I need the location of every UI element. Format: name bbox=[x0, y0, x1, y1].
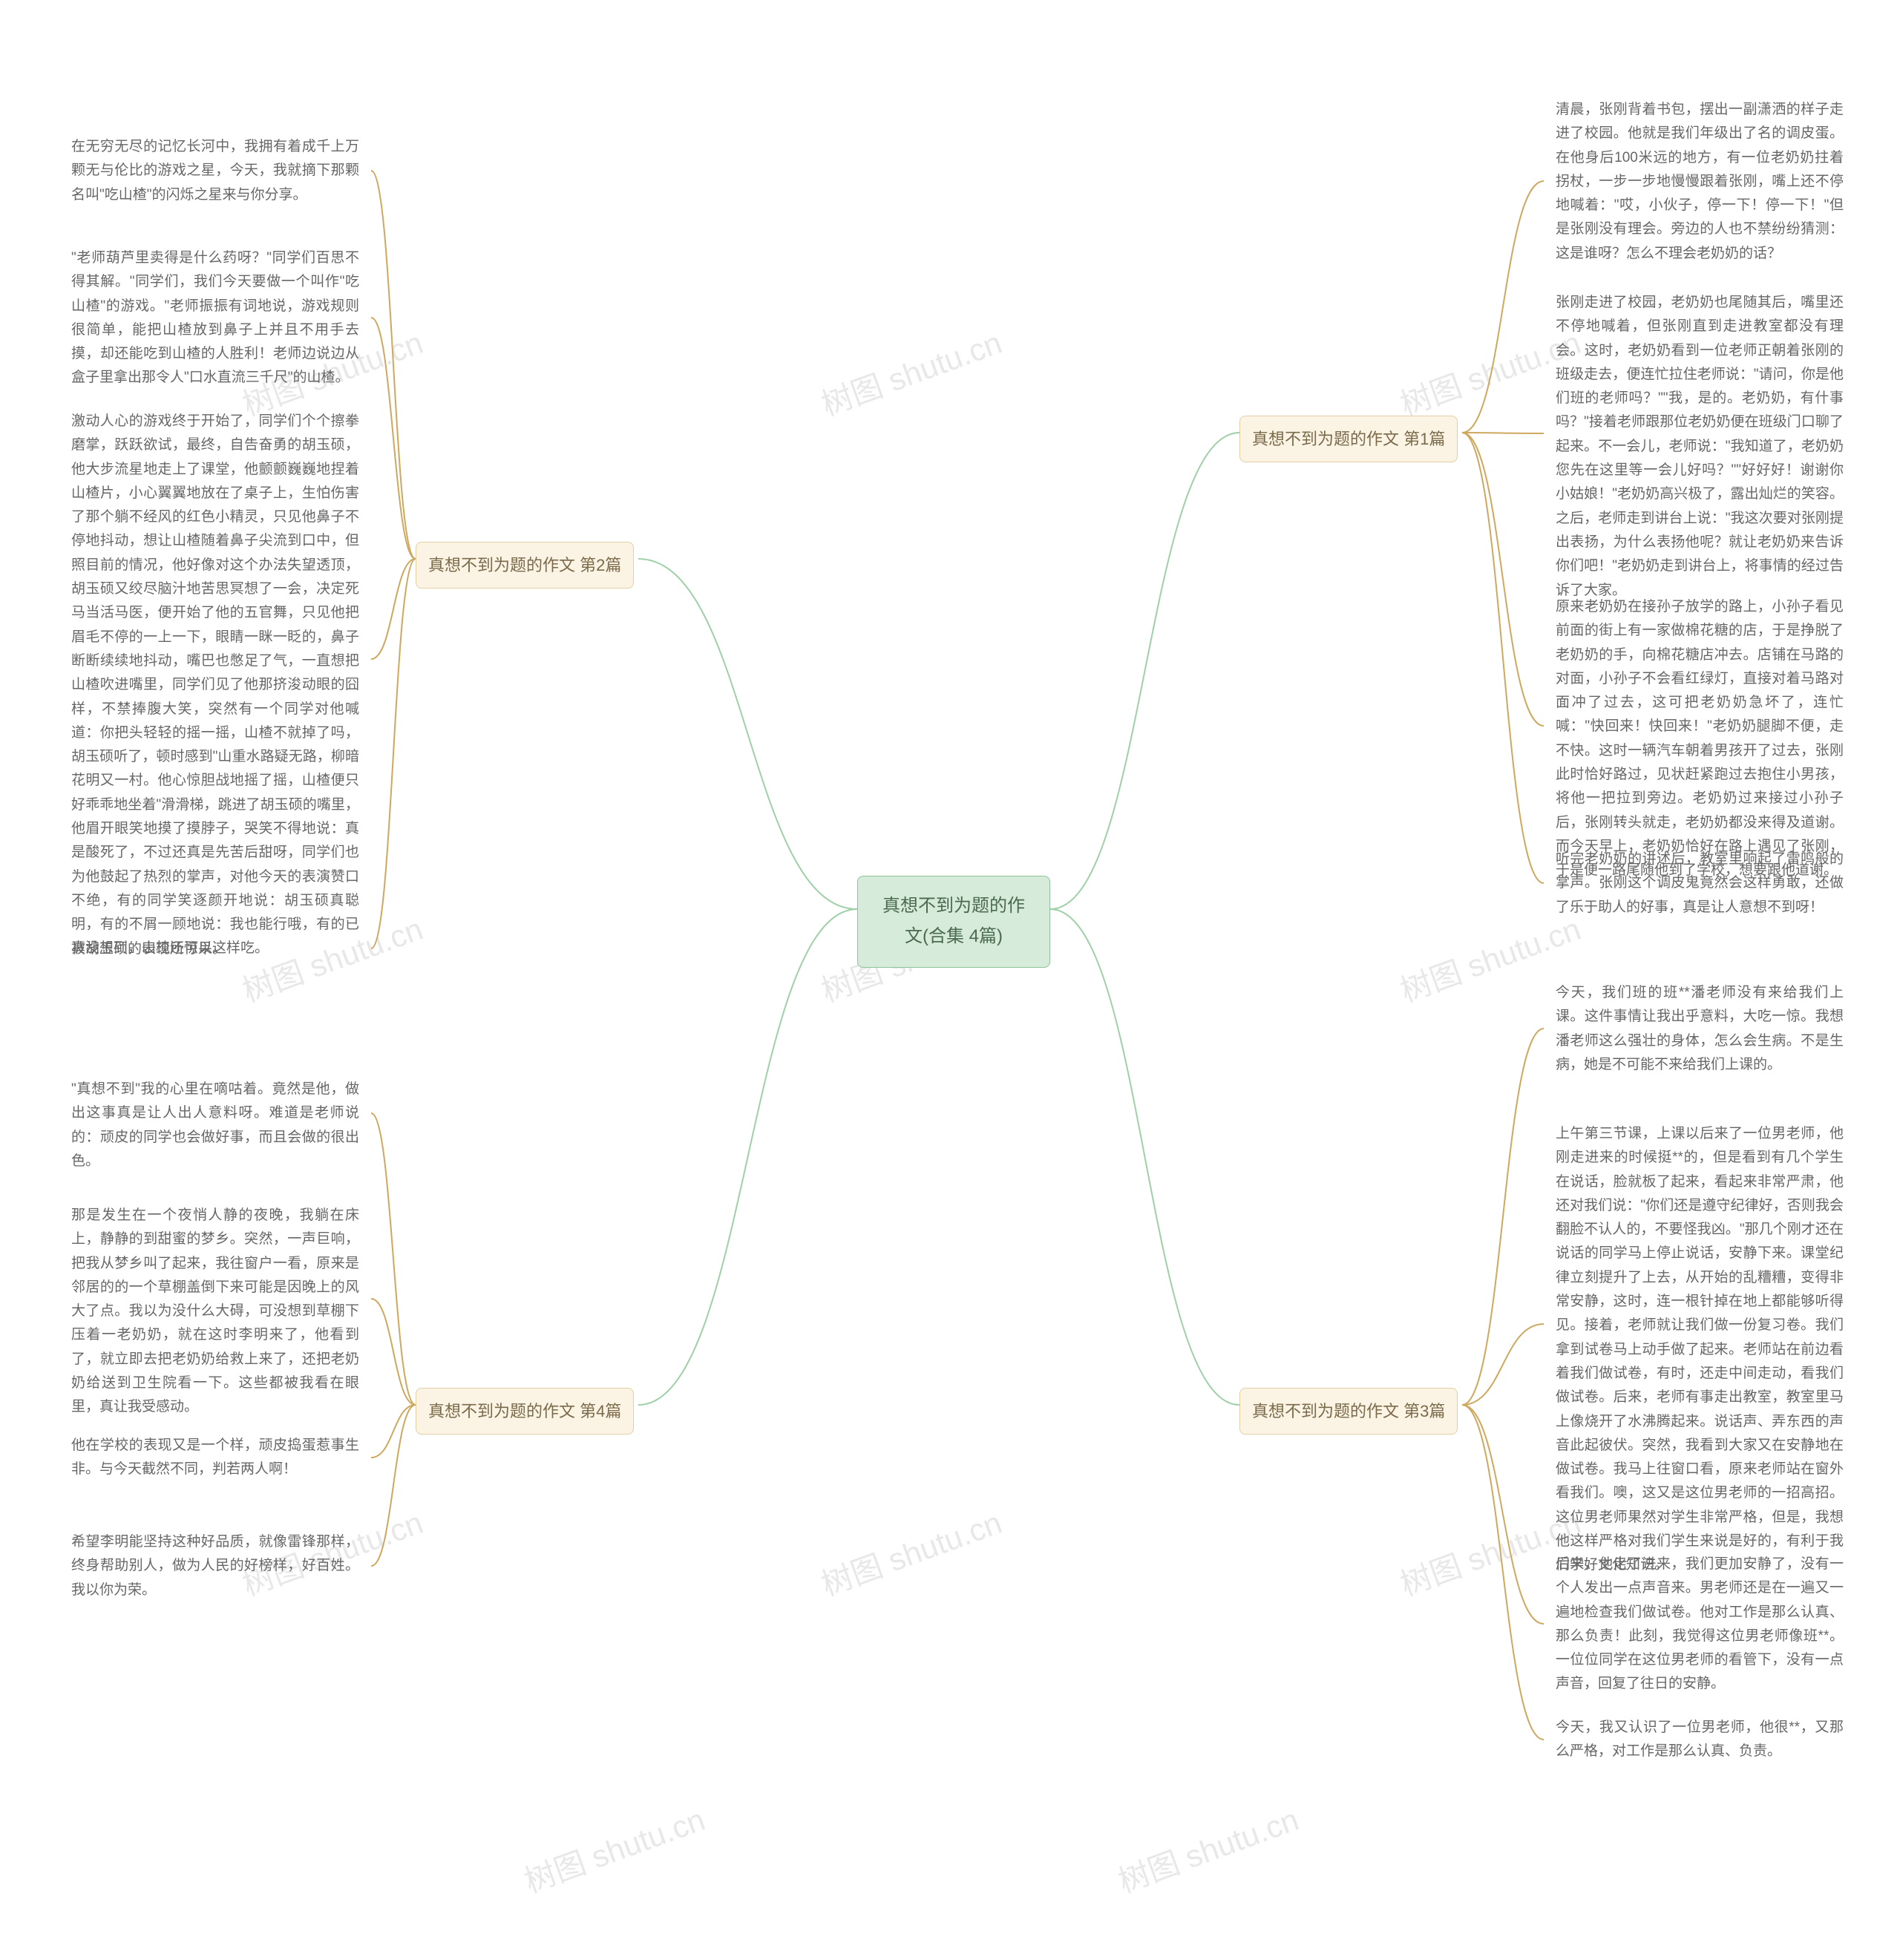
leaf-node: "老师葫芦里卖得是什么药呀？"同学们百思不得其解。"同学们，我们今天要做一个叫作… bbox=[59, 237, 371, 399]
leaf-node: 听完老奶奶的讲述后，教室里响起了雷鸣般的掌声。张刚这个调皮鬼竟然会这样勇敢，还做… bbox=[1544, 839, 1855, 928]
branch-node[interactable]: 真想不到为题的作文 第2篇 bbox=[416, 542, 634, 589]
mindmap-canvas: 真想不到为题的作文(合集 4篇) 真想不到为题的作文 第1篇 清晨，张刚背着书包，摆… bbox=[0, 0, 1900, 1960]
leaf-node: 他在学校的表现又是一个样，顽皮捣蛋惹事生非。与今天截然不同，判若两人啊！ bbox=[59, 1425, 371, 1491]
leaf-node: 在无穷无尽的记忆长河中，我拥有着成千上万颗无与伦比的游戏之星，今天，我就摘下那颗… bbox=[59, 126, 371, 216]
leaf-node: "真想不到"我的心里在嘀咕着。竟然是他，做出这事真是让人出人意料呀。难道是老师说… bbox=[59, 1069, 371, 1182]
branch-node[interactable]: 真想不到为题的作文 第1篇 bbox=[1239, 416, 1458, 462]
leaf-node: 上午第三节课，上课以后来了一位男老师，他刚走进来的时候挺**的，但是看到有几个学… bbox=[1544, 1113, 1855, 1587]
leaf-node: 今天，我又认识了一位男老师，他很**，又那么严格，对工作是那么认真、负责。 bbox=[1544, 1707, 1855, 1773]
leaf-node: 张刚走进了校园，老奶奶也尾随其后，嘴里还不停地喊着，但张刚直到走进教室都没有理会… bbox=[1544, 282, 1855, 612]
leaf-node: 今天，我们班的班**潘老师没有来给我们上课。这件事情让我出乎意料，大吃一惊。我想… bbox=[1544, 972, 1855, 1086]
leaf-node: 真没想到，山楂还可以这样吃。 bbox=[59, 928, 371, 969]
leaf-node: 清晨，张刚背着书包，摆出一副潇洒的样子走进了校园。他就是我们年级出了名的调皮蛋。… bbox=[1544, 89, 1855, 275]
branch-node[interactable]: 真想不到为题的作文 第4篇 bbox=[416, 1388, 634, 1435]
root-node[interactable]: 真想不到为题的作文(合集 4篇) bbox=[857, 876, 1050, 968]
leaf-node: 激动人心的游戏终于开始了，同学们个个擦拳磨掌，跃跃欲试，最终，自告奋勇的胡玉硕，… bbox=[59, 401, 371, 970]
leaf-node: 后来，他走了进来，我们更加安静了，没有一个人发出一点声音来。男老师还是在一遍又一… bbox=[1544, 1544, 1855, 1705]
branch-node[interactable]: 真想不到为题的作文 第3篇 bbox=[1239, 1388, 1458, 1435]
leaf-node: 希望李明能坚持这种好品质，就像雷锋那样，终身帮助别人，做为人民的好榜样，好百姓。… bbox=[59, 1521, 371, 1611]
leaf-node: 那是发生在一个夜悄人静的夜晚，我躺在床上，静静的到甜蜜的梦乡。突然，一声巨响，把… bbox=[59, 1195, 371, 1429]
